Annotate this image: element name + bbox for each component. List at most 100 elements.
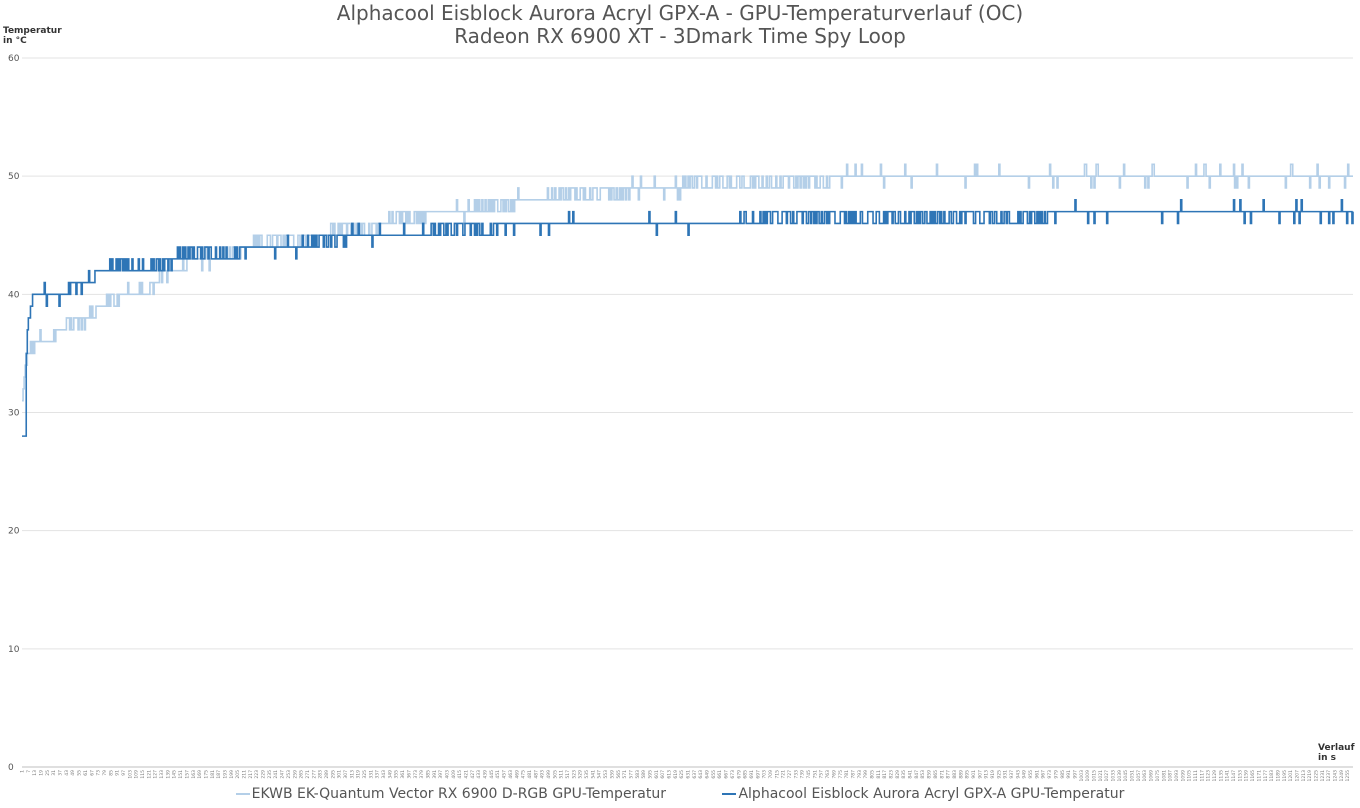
x-tick-label: 193 (222, 770, 228, 779)
x-tick-label: 133 (159, 770, 165, 779)
x-tick-label: 1213 (1301, 770, 1307, 782)
x-tick-label: 1249 (1339, 770, 1345, 782)
series-line-alphacool (22, 199, 1354, 437)
x-tick-label: 445 (489, 770, 495, 779)
x-tick-label: 1111 (1193, 770, 1199, 782)
x-tick-label: 523 (571, 770, 577, 779)
x-tick-label: 301 (337, 770, 343, 779)
x-tick-label: 823 (889, 770, 895, 779)
x-tick-label: 1075 (1155, 770, 1161, 782)
x-tick-label: 49 (70, 770, 76, 776)
chart-title-line-1: Alphacool Eisblock Aurora Acryl GPX-A - … (336, 1, 1024, 25)
y-tick-labels: 0 10 20 30 40 50 60 (8, 54, 20, 773)
x-tick-label: 487 (533, 770, 539, 779)
x-tick-label: 1237 (1326, 770, 1332, 782)
x-tick-label: 421 (464, 770, 470, 779)
x-tick-label: 385 (425, 770, 431, 779)
series-line-ekwb (22, 163, 1353, 402)
x-tick-label: 241 (273, 770, 279, 779)
x-tick-label: 1255 (1345, 770, 1351, 782)
x-tick-label: 1009 (1085, 770, 1091, 782)
x-tick-label: 517 (565, 770, 571, 779)
x-tick-label: 805 (869, 770, 875, 779)
x-tick-label: 205 (235, 770, 241, 779)
legend-entry-ekwb: EKWB EK-Quantum Vector RX 6900 D-RGB GPU… (235, 786, 666, 802)
x-tick-label: 337 (375, 770, 381, 779)
x-tick-label: 97 (121, 770, 127, 776)
x-tick-label: 7 (26, 770, 32, 773)
x-tick-label: 235 (267, 770, 273, 779)
x-tick-label: 67 (89, 770, 95, 776)
x-tick-label: 553 (603, 770, 609, 779)
x-tick-label: 691 (749, 770, 755, 779)
legend-label-alphacool: Alphacool Eisblock Aurora Acryl GPX-A GP… (738, 786, 1125, 802)
x-tick-label: 1015 (1091, 770, 1097, 782)
y-tick-label: 10 (8, 645, 20, 655)
x-tick-label: 841 (908, 770, 914, 779)
x-tick-label: 1021 (1098, 770, 1104, 782)
x-tick-label: 61 (83, 770, 89, 776)
x-tick-label: 721 (781, 770, 787, 779)
x-tick-label: 187 (216, 770, 222, 779)
x-tick-label: 865 (933, 770, 939, 779)
x-tick-label: 745 (806, 770, 812, 779)
x-tick-label: 1003 (1079, 770, 1085, 782)
x-axis-label: Verlauf in s (1318, 743, 1355, 763)
x-tick-label: 463 (508, 770, 514, 779)
legend: EKWB EK-Quantum Vector RX 6900 D-RGB GPU… (0, 786, 1360, 802)
x-tick-label: 1069 (1149, 770, 1155, 782)
x-tick-label: 1165 (1250, 770, 1256, 782)
x-tick-labels: 1 7 13 19 25 31 37 43 49 55 61 67 73 79 85 91 97 103 109 11… (20, 770, 1352, 782)
x-tick-label: 1099 (1180, 770, 1186, 782)
x-tick-label: 961 (1034, 770, 1040, 779)
x-tick-label: 55 (77, 770, 83, 776)
x-tick-label: 985 (1060, 770, 1066, 779)
x-tick-label: 151 (178, 770, 184, 779)
x-tick-label: 1141 (1225, 770, 1231, 782)
x-tick-label: 1147 (1231, 770, 1237, 782)
x-axis-label-line-2: in s (1318, 753, 1336, 763)
x-tick-label: 361 (400, 770, 406, 779)
x-tick-label: 181 (210, 770, 216, 779)
chart-title: Alphacool Eisblock Aurora Acryl GPX-A - … (0, 2, 1360, 48)
x-tick-label: 931 (1003, 770, 1009, 779)
x-tick-label: 877 (946, 770, 952, 779)
x-tick-label: 925 (996, 770, 1002, 779)
x-tick-label: 631 (686, 770, 692, 779)
x-tick-label: 847 (914, 770, 920, 779)
x-tick-label: 535 (584, 770, 590, 779)
x-tick-label: 355 (394, 770, 400, 779)
y-tick-label: 30 (8, 409, 20, 419)
x-tick-label: 25 (45, 770, 51, 776)
x-tick-label: 967 (1041, 770, 1047, 779)
x-tick-label: 685 (743, 770, 749, 779)
x-tick-label: 163 (191, 770, 197, 779)
x-tick-label: 1039 (1117, 770, 1123, 782)
x-tick-label: 103 (127, 770, 133, 779)
x-tick-label: 1231 (1320, 770, 1326, 782)
x-tick-label: 1171 (1256, 770, 1262, 782)
x-tick-label: 121 (146, 770, 152, 779)
x-tick-label: 529 (578, 770, 584, 779)
x-tick-label: 799 (863, 770, 869, 779)
x-tick-label: 271 (305, 770, 311, 779)
x-tick-label: 679 (736, 770, 742, 779)
x-tick-label: 1207 (1294, 770, 1300, 782)
x-tick-label: 637 (692, 770, 698, 779)
x-tick-label: 1033 (1111, 770, 1117, 782)
x-tick-label: 481 (527, 770, 533, 779)
x-tick-label: 733 (793, 770, 799, 779)
x-tick-label: 577 (628, 770, 634, 779)
x-tick-label: 19 (39, 770, 45, 776)
x-tick-label: 1129 (1212, 770, 1218, 782)
x-tick-label: 1189 (1275, 770, 1281, 782)
x-tick-label: 325 (362, 770, 368, 779)
x-tick-label: 859 (927, 770, 933, 779)
x-tick-label: 253 (286, 770, 292, 779)
x-tick-label: 343 (381, 770, 387, 779)
x-tick-label: 559 (609, 770, 615, 779)
y-tick-label: 20 (8, 527, 20, 537)
x-axis-label-line-1: Verlauf (1318, 743, 1355, 753)
x-tick-label: 607 (660, 770, 666, 779)
x-tick-label: 31 (51, 770, 57, 776)
